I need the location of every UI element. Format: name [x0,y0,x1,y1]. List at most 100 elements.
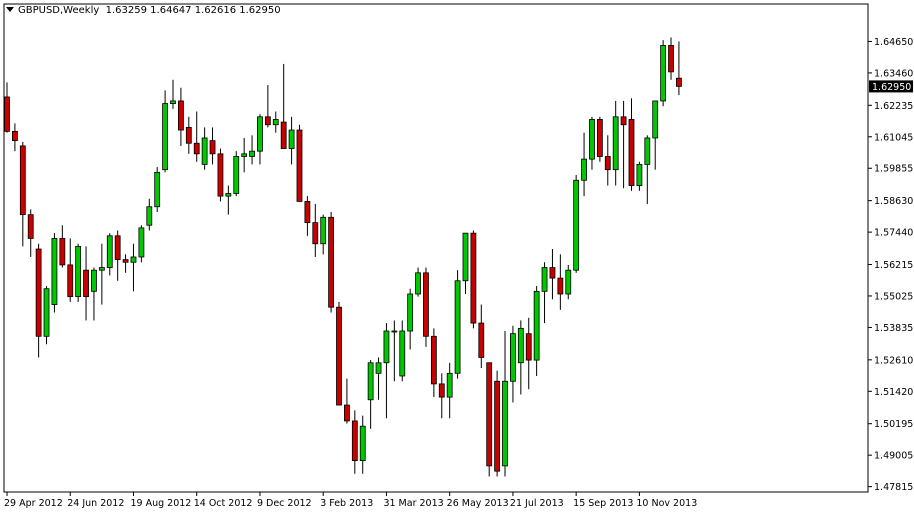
candle [533,286,540,376]
candle [668,37,674,80]
candle-body-bear [217,153,224,197]
y-tick-label: 1.55025 [874,291,913,302]
y-tick-label: 1.64650 [874,37,913,48]
candle-body-bull [462,232,469,282]
candle-body-bull [233,156,240,194]
candle [525,317,532,390]
candle [272,111,279,133]
candle-body-bull [517,327,524,364]
candle [430,328,437,398]
candle-body-bear [557,277,564,295]
candle [35,243,42,358]
y-tick-label: 1.51420 [874,387,913,398]
candle-body-bull [367,362,374,401]
candle [399,320,406,382]
candle [75,243,82,302]
candle [19,141,26,247]
candle [91,267,97,321]
candle [146,198,153,231]
candle-body-bear [67,264,74,298]
candle-body-bull [288,129,295,149]
candle [98,243,105,305]
candle-body-bear [280,121,287,149]
candle [241,137,248,173]
candle [185,116,192,154]
candle-body-bull [162,103,169,171]
chart-header: GBPUSD,Weekly 1.63259 1.64647 1.62616 1.… [6,5,281,16]
x-tick-label: 29 Apr 2012 [4,498,63,509]
candle [59,225,66,268]
candle-body-bear [328,216,335,308]
candle [549,249,556,300]
y-tick-label: 1.59855 [874,164,913,175]
x-tick-label: 3 Feb 2013 [320,498,373,509]
candle [51,233,58,313]
candle-body-bear [351,420,358,461]
candle [249,135,255,165]
candle [312,204,319,257]
candle-body-bull [644,137,651,165]
candle-body-bear [122,259,129,263]
candle-body-bear [423,272,429,337]
candle-body-bear [344,404,350,422]
candle [225,185,232,215]
candle-body-bull [170,100,176,104]
current-price-label: 1.62950 [872,82,911,93]
candle-body-bull [375,362,382,374]
candle-body-bull [565,269,572,295]
plot-frame [3,3,869,493]
candle [138,225,145,263]
candle [217,148,224,202]
candle-body-bear [12,130,18,142]
candle [201,127,208,170]
candle [462,232,469,294]
candle-body-bull [446,372,453,398]
candle-body-bull [541,267,548,292]
candle-body-bear [438,383,445,398]
candle-body-bull [391,330,398,333]
candle-body-bull [43,288,50,337]
x-tick-label: 19 Aug 2012 [130,498,191,509]
y-tick-label: 1.52610 [874,355,913,366]
candle-body-bull [581,158,587,181]
candle-body-bear [178,100,184,131]
candle [438,373,445,419]
candle [517,320,524,395]
candle-body-bull [533,290,540,361]
candle [193,111,200,162]
x-tick-label: 15 Sep 2013 [573,498,633,509]
current-price-tag-bg [869,80,913,93]
current-price-tag: 1.62950 [869,80,913,93]
candle [328,212,335,313]
candle [288,116,295,165]
candle-body-bull [320,216,327,245]
candle-body-bull [612,116,619,171]
candle [178,87,184,146]
candle-body-bull [383,330,390,364]
dropdown-triangle-icon[interactable] [6,7,14,12]
y-tick-label: 1.53835 [874,323,913,334]
candle [233,151,240,197]
candle-body-bull [154,171,161,208]
candle-body-bear [549,267,556,279]
candle [383,323,390,419]
candle [209,127,216,165]
candle-body-bear [525,333,532,361]
y-tick-label: 1.58630 [874,196,913,207]
candle [4,82,10,133]
symbol-label: GBPUSD,Weekly [18,5,100,16]
candle-body-bear [336,306,342,406]
candle-body-bear [27,214,34,239]
y-tick-label: 1.61045 [874,132,913,143]
candle-body-bear [296,129,303,202]
candle [581,132,587,197]
x-tick-label: 26 May 2013 [447,498,509,509]
candle-body-bear [494,380,501,472]
candle-body-bull [636,164,643,186]
ohlc-readout: 1.63259 1.64647 1.62616 1.62950 [105,5,281,16]
candle [502,331,508,477]
candle-body-bull [652,100,659,139]
candle [652,100,659,170]
